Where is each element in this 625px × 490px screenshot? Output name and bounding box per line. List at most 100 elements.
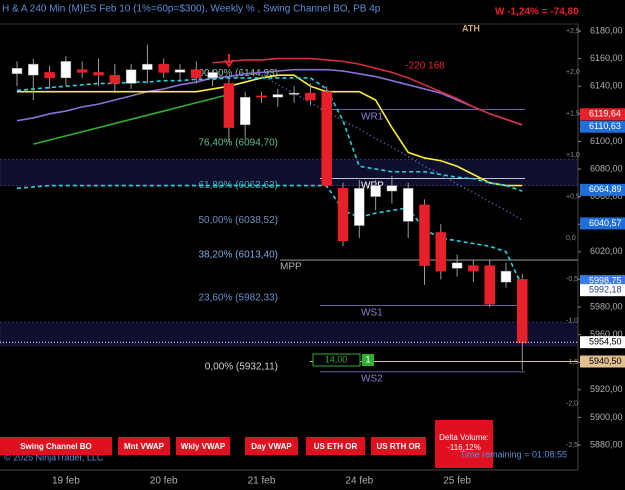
pivot-label: MPP xyxy=(280,262,302,273)
x-tick-label: 20 feb xyxy=(150,476,178,487)
signal-arrow xyxy=(224,54,234,68)
candle-body xyxy=(288,92,300,95)
candle-body xyxy=(419,204,430,266)
price-tag xyxy=(580,355,625,368)
y-tick-label: 5920,00 xyxy=(590,384,623,394)
candle-body xyxy=(207,72,218,79)
candle-body xyxy=(321,91,332,186)
price-tag-label: 6119,64 xyxy=(589,109,621,119)
candle-body xyxy=(223,83,235,128)
plot: WR1WPPMPPWS1WS2100,00% (6144,93)76,40% (… xyxy=(0,24,625,487)
box-frame xyxy=(312,353,361,367)
price-tag xyxy=(580,284,625,297)
indicator-line xyxy=(17,74,523,187)
indicator-line xyxy=(16,77,523,192)
percent-tick-label: +2,5 xyxy=(566,28,580,35)
candle-body xyxy=(142,63,153,70)
y-tick-label: 5880,00 xyxy=(590,439,623,449)
candle-body xyxy=(370,185,381,197)
swing-delta: -220 168 xyxy=(405,61,445,72)
candle-body xyxy=(386,185,398,192)
indicator-line xyxy=(261,74,523,221)
indicator-button[interactable]: Mnt VWAP xyxy=(118,437,170,455)
percent-tick-label: -2,0 xyxy=(566,400,578,407)
box-count-frame xyxy=(362,354,374,366)
price-tag-label: 5954,50 xyxy=(589,337,622,347)
y-tick-label: 6100,00 xyxy=(590,136,623,146)
indicator-line xyxy=(16,184,524,287)
indicator-line xyxy=(16,68,523,126)
candle-body xyxy=(174,69,186,73)
y-tick-label: 6180,00 xyxy=(590,25,623,35)
copyright: © 2025 NinjaTrader, LLC xyxy=(4,452,104,462)
price-tag xyxy=(580,108,625,121)
ath-label: ATH xyxy=(462,23,480,33)
candle-body xyxy=(44,72,55,79)
pivot-label: WS1 xyxy=(361,307,383,318)
fib-label: 0,00% (5932,11) xyxy=(205,362,278,373)
percent-tick-label: +0,5 xyxy=(566,193,580,200)
candle-body xyxy=(109,74,121,84)
candle-body xyxy=(28,63,39,76)
percent-tick-label: -1,0 xyxy=(566,318,578,325)
price-tag xyxy=(580,183,625,196)
candle-body xyxy=(468,265,479,272)
candle-body xyxy=(500,270,512,283)
chart-title: H & A 240 Min (M)ES Feb 10 (1%=60p=$300)… xyxy=(2,4,381,15)
candle-body xyxy=(435,232,447,272)
indicator-button[interactable]: Swing Channel BO xyxy=(0,437,112,455)
fib-label: 50,00% (6038,52) xyxy=(198,215,278,226)
pivot-label: WS2 xyxy=(361,374,383,385)
weekly-change: W -1,24% = -74,80 xyxy=(495,7,579,18)
indicator-button[interactable]: US ETH OR xyxy=(306,437,365,455)
candle-body xyxy=(60,61,72,79)
candle-body xyxy=(354,188,365,226)
fib-label: 38,20% (6013,40) xyxy=(198,250,278,261)
percent-tick-label: -2,5 xyxy=(566,442,578,449)
candle-body xyxy=(11,68,23,75)
indicator-button[interactable]: Day VWAP xyxy=(245,437,298,455)
y-tick-label: 6060,00 xyxy=(590,191,623,201)
price-tag-label: 5940,50 xyxy=(589,356,622,366)
percent-tick-label: +1,5 xyxy=(566,111,580,118)
percent-tick-label: +1,0 xyxy=(566,152,580,159)
fib-label: 100,00% (6144,93) xyxy=(193,68,278,79)
delta-volume-value: -116,12% xyxy=(447,443,481,452)
price-tag xyxy=(580,336,625,349)
price-tag-label: 6110,63 xyxy=(589,121,621,131)
candle-body xyxy=(256,95,267,98)
candle-body xyxy=(337,188,349,242)
price-tag xyxy=(580,120,625,133)
x-tick-label: 25 feb xyxy=(443,476,471,487)
price-tag xyxy=(580,217,625,230)
candle-body xyxy=(305,92,316,101)
price-tag-label: 5998,75 xyxy=(589,276,622,286)
y-tick-label: 6160,00 xyxy=(590,53,623,63)
time-remaining: Time remaining = 01:08:55 xyxy=(460,449,567,459)
zone xyxy=(0,158,579,187)
percent-tick-label: -0,5 xyxy=(566,276,578,283)
y-tick-label: 5960,00 xyxy=(590,329,623,339)
y-tick-label: 5980,00 xyxy=(590,301,623,311)
price-tag-label: 6040,57 xyxy=(589,218,622,228)
percent-tick-label: 0,0 xyxy=(566,235,576,242)
indicator-button[interactable]: Wkly VWAP xyxy=(176,437,230,455)
price-tag-label: 5992,18 xyxy=(589,285,622,295)
box-count: 1 xyxy=(365,354,370,364)
delta-volume-box xyxy=(435,420,493,468)
candle-body xyxy=(517,279,528,344)
y-tick-label: 6020,00 xyxy=(590,246,623,256)
indicator-line xyxy=(33,93,230,145)
price-tag-label: 6064,89 xyxy=(589,184,622,194)
candle-body xyxy=(125,69,137,84)
y-tick-label: 6140,00 xyxy=(590,81,623,91)
x-tick-label: 24 feb xyxy=(345,476,373,487)
y-tick-label: 5900,00 xyxy=(590,412,623,422)
fib-label: 76,40% (6094,70) xyxy=(198,137,278,148)
candle-body xyxy=(239,96,251,126)
percent-tick-label: +2,0 xyxy=(566,69,580,76)
indicator-button[interactable]: US RTH OR xyxy=(371,437,426,455)
fib-label: 23,60% (5982,33) xyxy=(198,292,278,303)
candle-body xyxy=(484,265,495,305)
